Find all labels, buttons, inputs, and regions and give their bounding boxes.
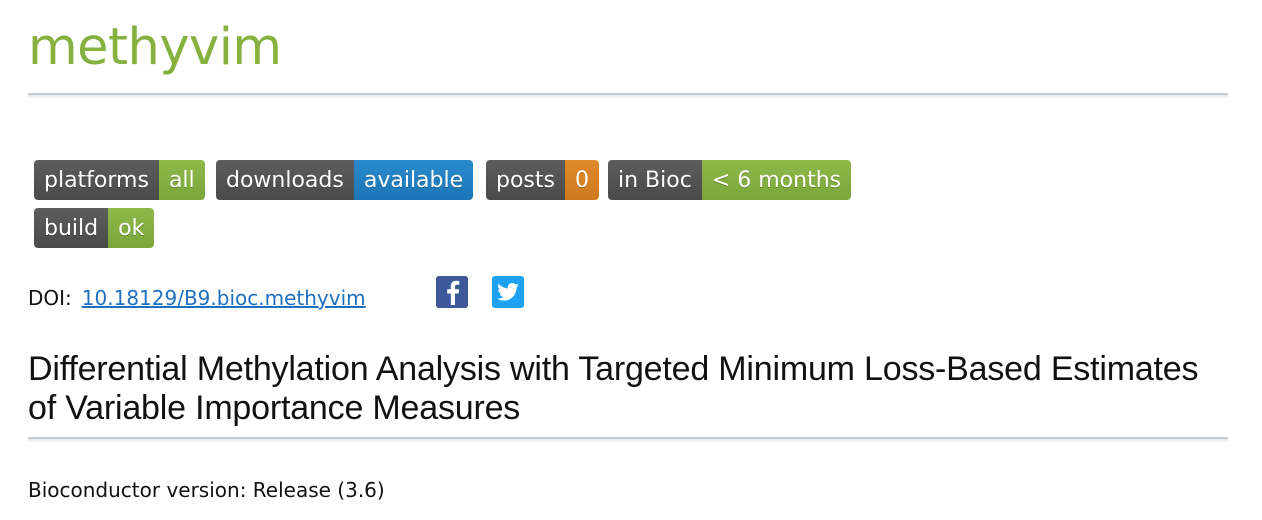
doi-link[interactable]: 10.18129/B9.bioc.methyvim xyxy=(81,286,366,310)
badge-key: in Bioc xyxy=(608,160,702,200)
description-divider xyxy=(28,437,1228,443)
doi-row: DOI: 10.18129/B9.bioc.methyvim xyxy=(28,286,366,310)
badge-value: ok xyxy=(108,208,155,248)
bioconductor-version: Bioconductor version: Release (3.6) xyxy=(28,478,385,502)
badge-value: available xyxy=(353,160,474,200)
facebook-icon xyxy=(447,280,460,305)
badge-value: all xyxy=(158,160,205,200)
badge-downloads[interactable]: downloads available xyxy=(216,160,474,200)
facebook-share-button[interactable] xyxy=(436,276,468,308)
package-description-title: Differential Methylation Analysis with T… xyxy=(28,350,1199,427)
badge-key: build xyxy=(34,208,109,248)
doi-label: DOI: xyxy=(28,286,72,310)
twitter-share-button[interactable] xyxy=(492,276,524,308)
badge-key: posts xyxy=(486,160,565,200)
badge-key: downloads xyxy=(216,160,354,200)
badge-platforms[interactable]: platforms all xyxy=(34,160,205,200)
badge-posts[interactable]: posts 0 xyxy=(486,160,599,200)
badge-value: < 6 months xyxy=(701,160,852,200)
badge-build[interactable]: build ok xyxy=(34,208,155,248)
badge-in-bioc[interactable]: in Bioc < 6 months xyxy=(608,160,852,200)
badge-key: platforms xyxy=(34,160,159,200)
twitter-icon xyxy=(497,283,519,301)
header-divider xyxy=(28,93,1228,99)
package-title: methyvim xyxy=(28,18,282,77)
badge-value: 0 xyxy=(564,160,599,200)
